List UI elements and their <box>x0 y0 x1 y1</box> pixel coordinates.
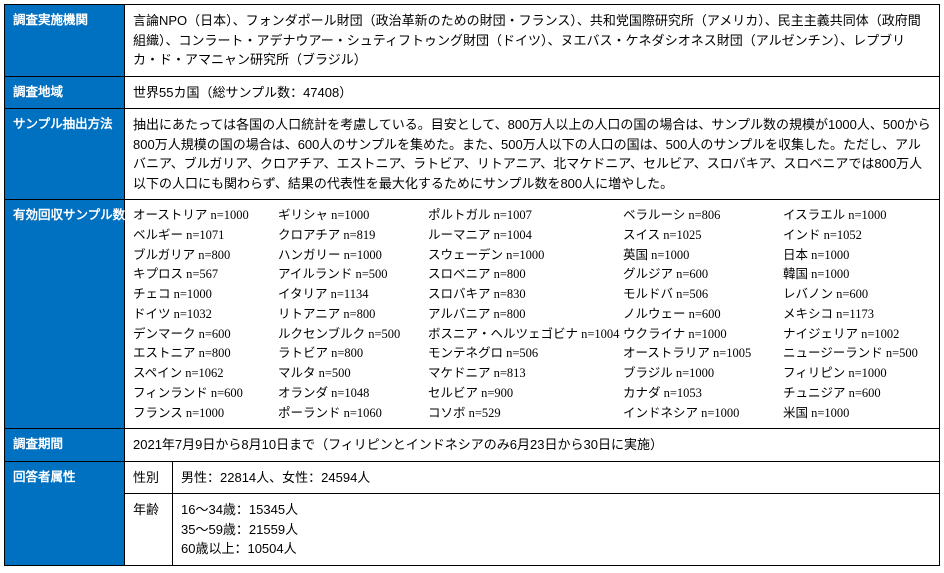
value-period: 2021年7月9日から8月10日まで（フィリピンとインドネシアのみ6月23日から… <box>125 429 940 462</box>
value-organizations: 言論NPO（日本）、フォンダポール財団（政治革新のための財団・フランス）、共和党… <box>125 5 940 77</box>
country-sample: アルバニア n=800 <box>428 305 623 324</box>
value-age: 16～34歳：15345人35～59歳：21559人60歳以上：10504人 <box>173 494 940 566</box>
label-sampling: サンプル抽出方法 <box>5 109 125 200</box>
age-line: 60歳以上：10504人 <box>181 539 931 559</box>
value-sampling: 抽出にあたっては各国の人口統計を考慮している。目安として、800万人以上の人口の… <box>125 109 940 200</box>
country-sample: インドネシア n=1000 <box>623 404 783 423</box>
country-sample: スイス n=1025 <box>623 226 783 245</box>
country-sample: 韓国 n=1000 <box>783 265 938 284</box>
label-period: 調査期間 <box>5 429 125 462</box>
country-sample: フランス n=1000 <box>133 404 278 423</box>
age-line: 16～34歳：15345人 <box>181 500 931 520</box>
country-sample: デンマーク n=600 <box>133 325 278 344</box>
row-valid-samples: 有効回収サンプル数 オーストリア n=1000ギリシャ n=1000ポルトガル … <box>5 200 940 429</box>
country-sample: カナダ n=1053 <box>623 384 783 403</box>
country-sample: ルクセンブルク n=500 <box>278 325 428 344</box>
country-sample: モンテネグロ n=506 <box>428 344 623 363</box>
label-gender: 性別 <box>125 461 173 494</box>
country-sample: ブルガリア n=800 <box>133 246 278 265</box>
country-sample: ノルウェー n=600 <box>623 305 783 324</box>
row-organizations: 調査実施機関 言論NPO（日本）、フォンダポール財団（政治革新のための財団・フラ… <box>5 5 940 77</box>
country-sample: エストニア n=800 <box>133 344 278 363</box>
country-sample: チェコ n=1000 <box>133 285 278 304</box>
country-sample: ウクライナ n=1000 <box>623 325 783 344</box>
samples-grid: オーストリア n=1000ギリシャ n=1000ポルトガル n=1007ベラルー… <box>133 206 931 422</box>
country-sample: コソボ n=529 <box>428 404 623 423</box>
country-sample: マケドニア n=813 <box>428 364 623 383</box>
country-sample: ベルギー n=1071 <box>133 226 278 245</box>
row-attr-gender: 回答者属性 性別 男性：22814人、女性：24594人 <box>5 461 940 494</box>
country-sample: スペイン n=1062 <box>133 364 278 383</box>
country-sample: ドイツ n=1032 <box>133 305 278 324</box>
country-sample: ルーマニア n=1004 <box>428 226 623 245</box>
country-sample: グルジア n=600 <box>623 265 783 284</box>
country-sample: スウェーデン n=1000 <box>428 246 623 265</box>
country-sample: インド n=1052 <box>783 226 938 245</box>
country-sample: オーストラリア n=1005 <box>623 344 783 363</box>
label-valid-samples: 有効回収サンプル数 <box>5 200 125 429</box>
row-period: 調査期間 2021年7月9日から8月10日まで（フィリピンとインドネシアのみ6月… <box>5 429 940 462</box>
row-sampling: サンプル抽出方法 抽出にあたっては各国の人口統計を考慮している。目安として、80… <box>5 109 940 200</box>
country-sample: マルタ n=500 <box>278 364 428 383</box>
country-sample: クロアチア n=819 <box>278 226 428 245</box>
country-sample: フィリピン n=1000 <box>783 364 938 383</box>
country-sample: ブラジル n=1000 <box>623 364 783 383</box>
country-sample: イスラエル n=1000 <box>783 206 938 225</box>
age-line: 35～59歳：21559人 <box>181 520 931 540</box>
country-sample: ハンガリー n=1000 <box>278 246 428 265</box>
country-sample: ポーランド n=1060 <box>278 404 428 423</box>
country-sample: ベラルーシ n=806 <box>623 206 783 225</box>
value-region: 世界55カ国（総サンプル数：47408） <box>125 76 940 109</box>
survey-info-table: 調査実施機関 言論NPO（日本）、フォンダポール財団（政治革新のための財団・フラ… <box>4 4 940 566</box>
country-sample: ボスニア・ヘルツェゴビナ n=1004 <box>428 325 623 344</box>
country-sample: ギリシャ n=1000 <box>278 206 428 225</box>
label-region: 調査地域 <box>5 76 125 109</box>
label-attributes: 回答者属性 <box>5 461 125 565</box>
country-sample: キプロス n=567 <box>133 265 278 284</box>
country-sample: フィンランド n=600 <box>133 384 278 403</box>
country-sample: スロベニア n=800 <box>428 265 623 284</box>
country-sample: リトアニア n=800 <box>278 305 428 324</box>
country-sample: メキシコ n=1173 <box>783 305 938 324</box>
country-sample: セルビア n=900 <box>428 384 623 403</box>
country-sample: ナイジェリア n=1002 <box>783 325 938 344</box>
label-organizations: 調査実施機関 <box>5 5 125 77</box>
country-sample: オーストリア n=1000 <box>133 206 278 225</box>
country-sample: ニュージーランド n=500 <box>783 344 938 363</box>
value-gender: 男性：22814人、女性：24594人 <box>173 461 940 494</box>
country-sample: ポルトガル n=1007 <box>428 206 623 225</box>
row-attr-age: 年齢 16～34歳：15345人35～59歳：21559人60歳以上：10504… <box>5 494 940 566</box>
country-sample: ラトビア n=800 <box>278 344 428 363</box>
country-sample: 英国 n=1000 <box>623 246 783 265</box>
value-valid-samples: オーストリア n=1000ギリシャ n=1000ポルトガル n=1007ベラルー… <box>125 200 940 429</box>
country-sample: モルドバ n=506 <box>623 285 783 304</box>
country-sample: レバノン n=600 <box>783 285 938 304</box>
country-sample: オランダ n=1048 <box>278 384 428 403</box>
label-age: 年齢 <box>125 494 173 566</box>
country-sample: チュニジア n=600 <box>783 384 938 403</box>
country-sample: スロバキア n=830 <box>428 285 623 304</box>
country-sample: 米国 n=1000 <box>783 404 938 423</box>
row-region: 調査地域 世界55カ国（総サンプル数：47408） <box>5 76 940 109</box>
country-sample: 日本 n=1000 <box>783 246 938 265</box>
country-sample: イタリア n=1134 <box>278 285 428 304</box>
country-sample: アイルランド n=500 <box>278 265 428 284</box>
